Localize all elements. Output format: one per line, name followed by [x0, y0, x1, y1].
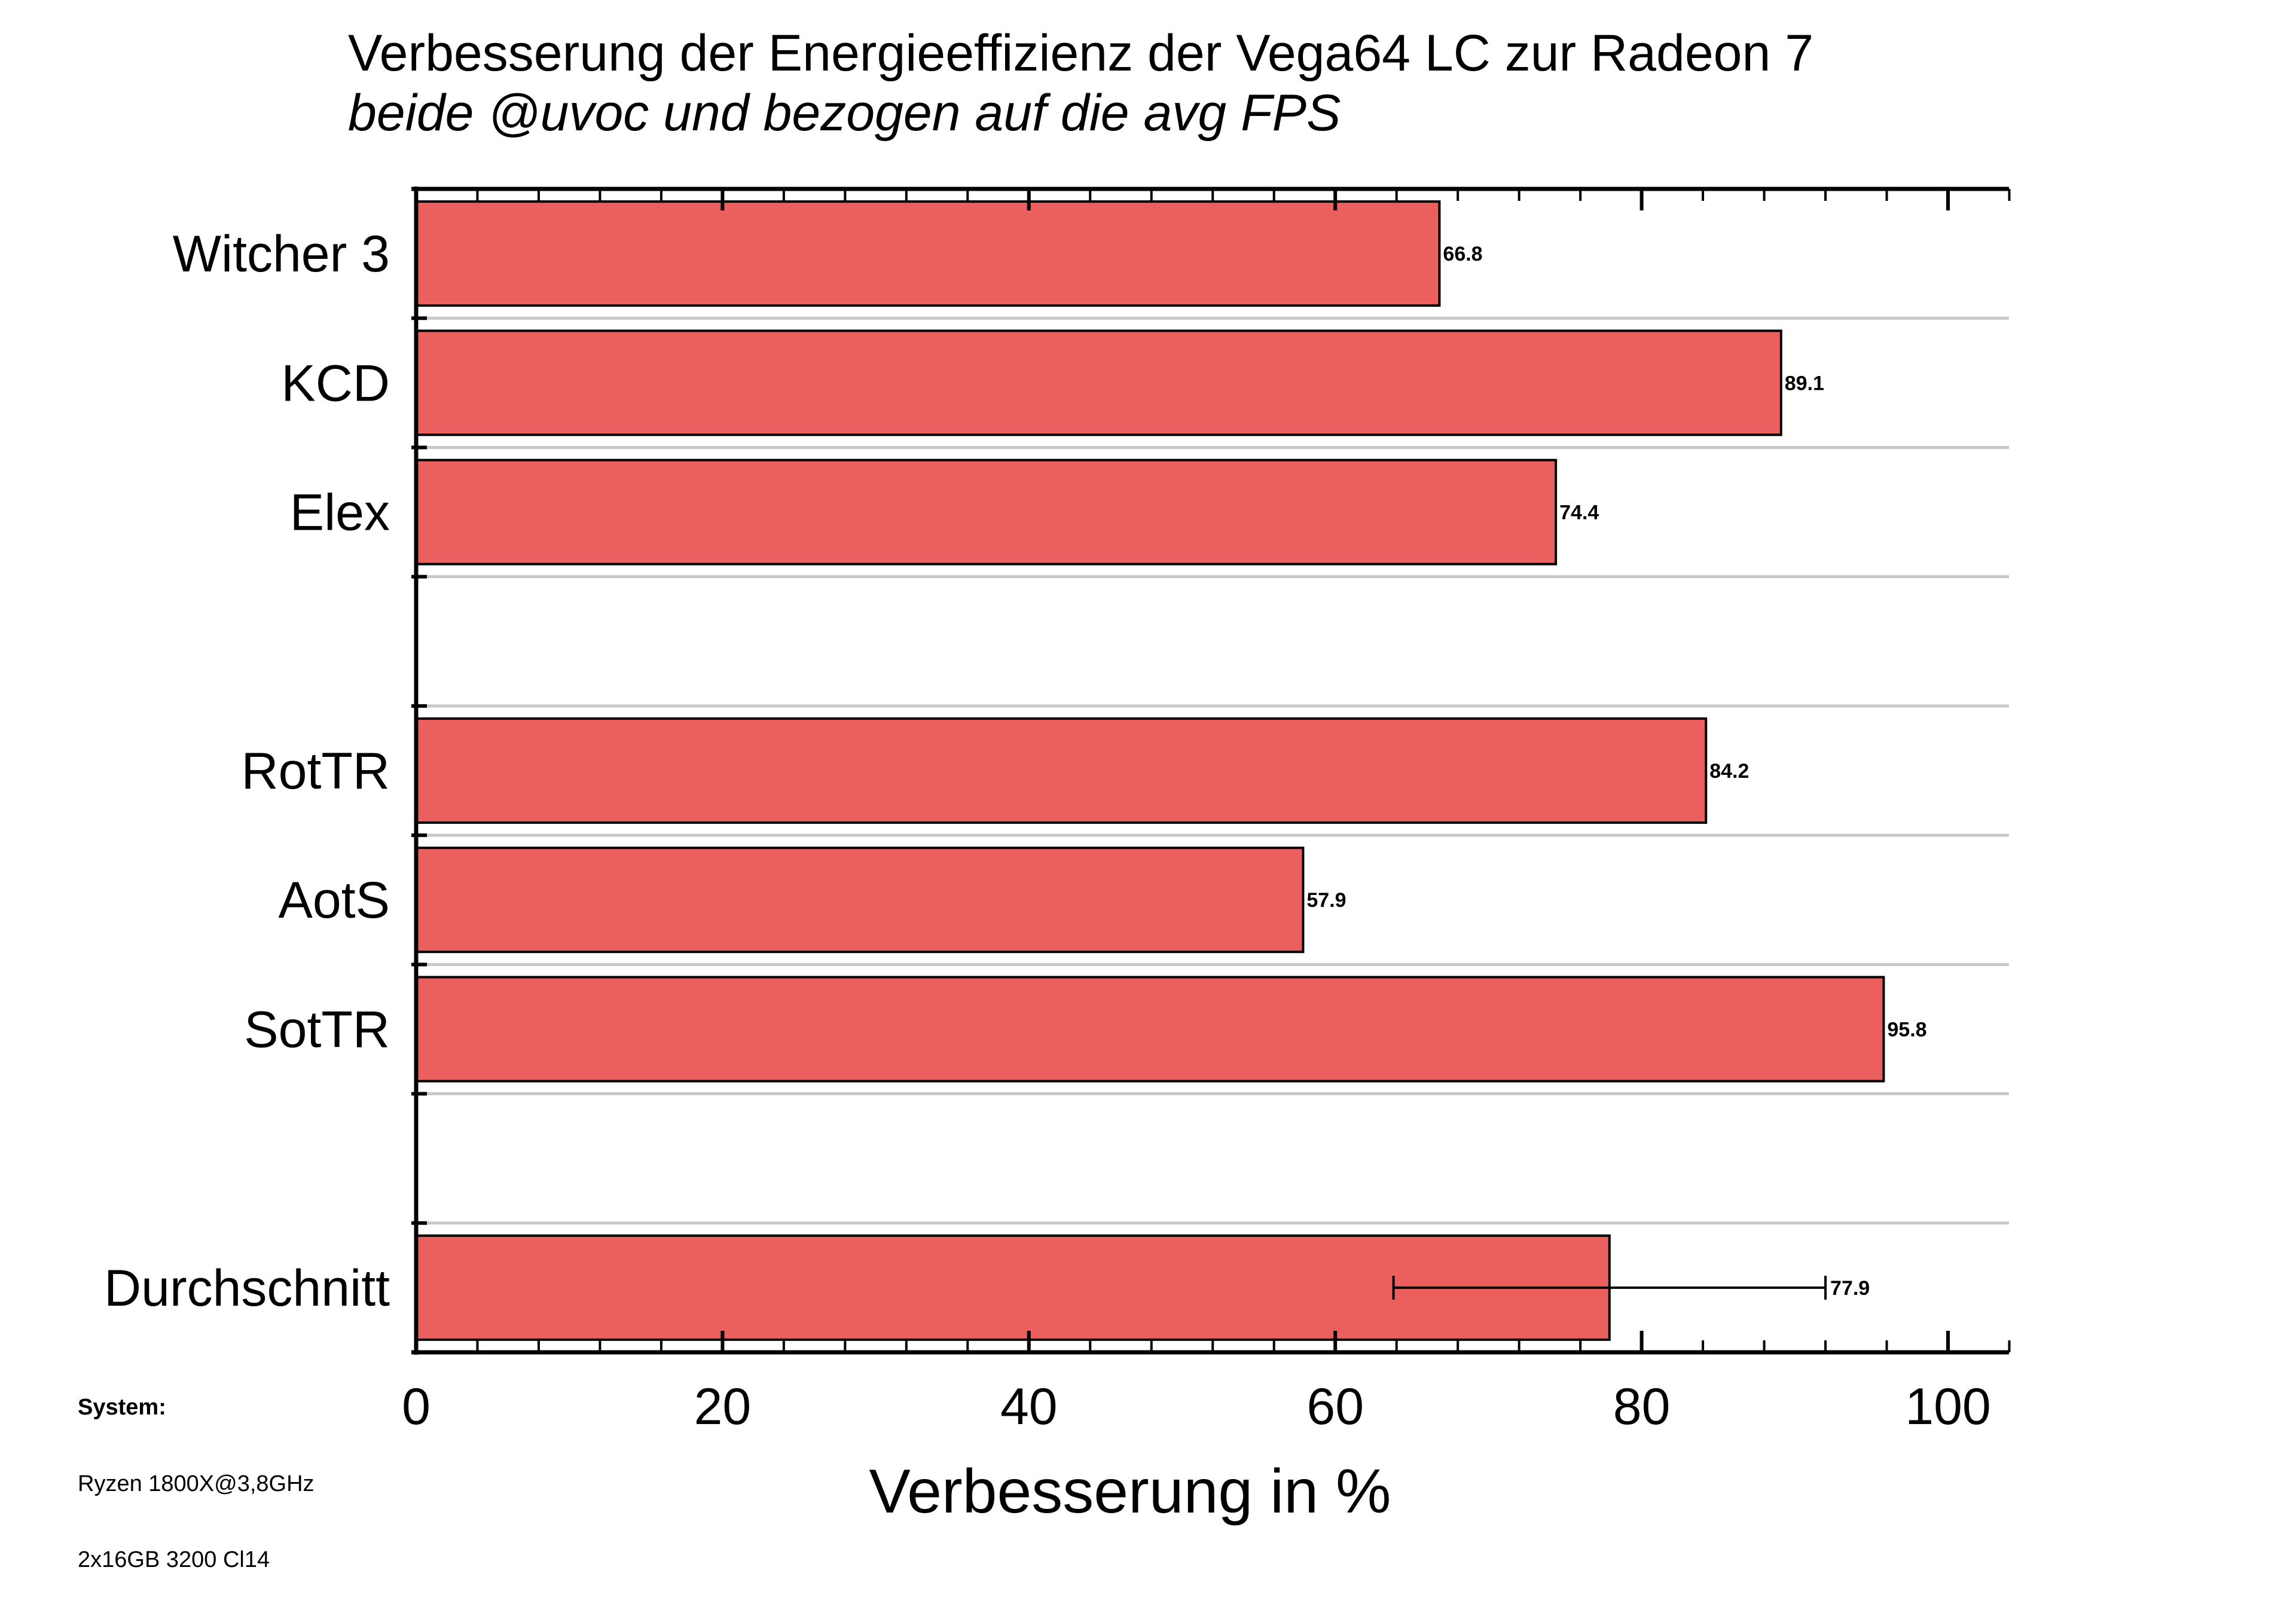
system-heading: System:	[78, 1395, 166, 1420]
chart-title: Verbesserung der Energieeffizienz der Ve…	[348, 25, 1814, 82]
category-label: SotTR	[244, 1001, 390, 1058]
data-label: 89.1	[1785, 372, 1824, 395]
x-tick-label: 0	[402, 1378, 430, 1435]
data-label: 95.8	[1887, 1018, 1926, 1041]
bar	[415, 200, 1441, 307]
category-label: AotS	[279, 872, 390, 929]
system-cpu: Ryzen 1800X@3,8GHz	[78, 1471, 315, 1496]
x-tick-label: 100	[1905, 1378, 1991, 1435]
bar	[415, 976, 1885, 1083]
category-label: Witcher 3	[173, 225, 390, 283]
x-tick-label: 20	[694, 1378, 752, 1435]
system-ram: 2x16GB 3200 Cl14	[78, 1547, 270, 1572]
chart-subtitle: beide @uvoc und bezogen auf die avg FPS	[348, 84, 1341, 142]
bar	[415, 329, 1782, 436]
category-label: Elex	[290, 484, 390, 542]
data-label: 84.2	[1709, 760, 1749, 783]
bar	[415, 847, 1305, 954]
category-label: RotTR	[242, 743, 390, 800]
bar	[415, 459, 1558, 566]
data-label: 66.8	[1443, 243, 1482, 265]
data-label: 57.9	[1306, 889, 1346, 912]
data-label: 74.4	[1559, 502, 1599, 524]
bar	[415, 717, 1708, 824]
x-tick-label: 60	[1306, 1378, 1364, 1435]
category-label: Durchschnitt	[104, 1260, 390, 1317]
x-tick-label: 80	[1613, 1378, 1671, 1435]
x-tick-label: 40	[1000, 1378, 1058, 1435]
data-label: 77.9	[1830, 1277, 1870, 1300]
x-axis-label: Verbesserung in %	[869, 1457, 1391, 1526]
category-label: KCD	[281, 355, 390, 412]
